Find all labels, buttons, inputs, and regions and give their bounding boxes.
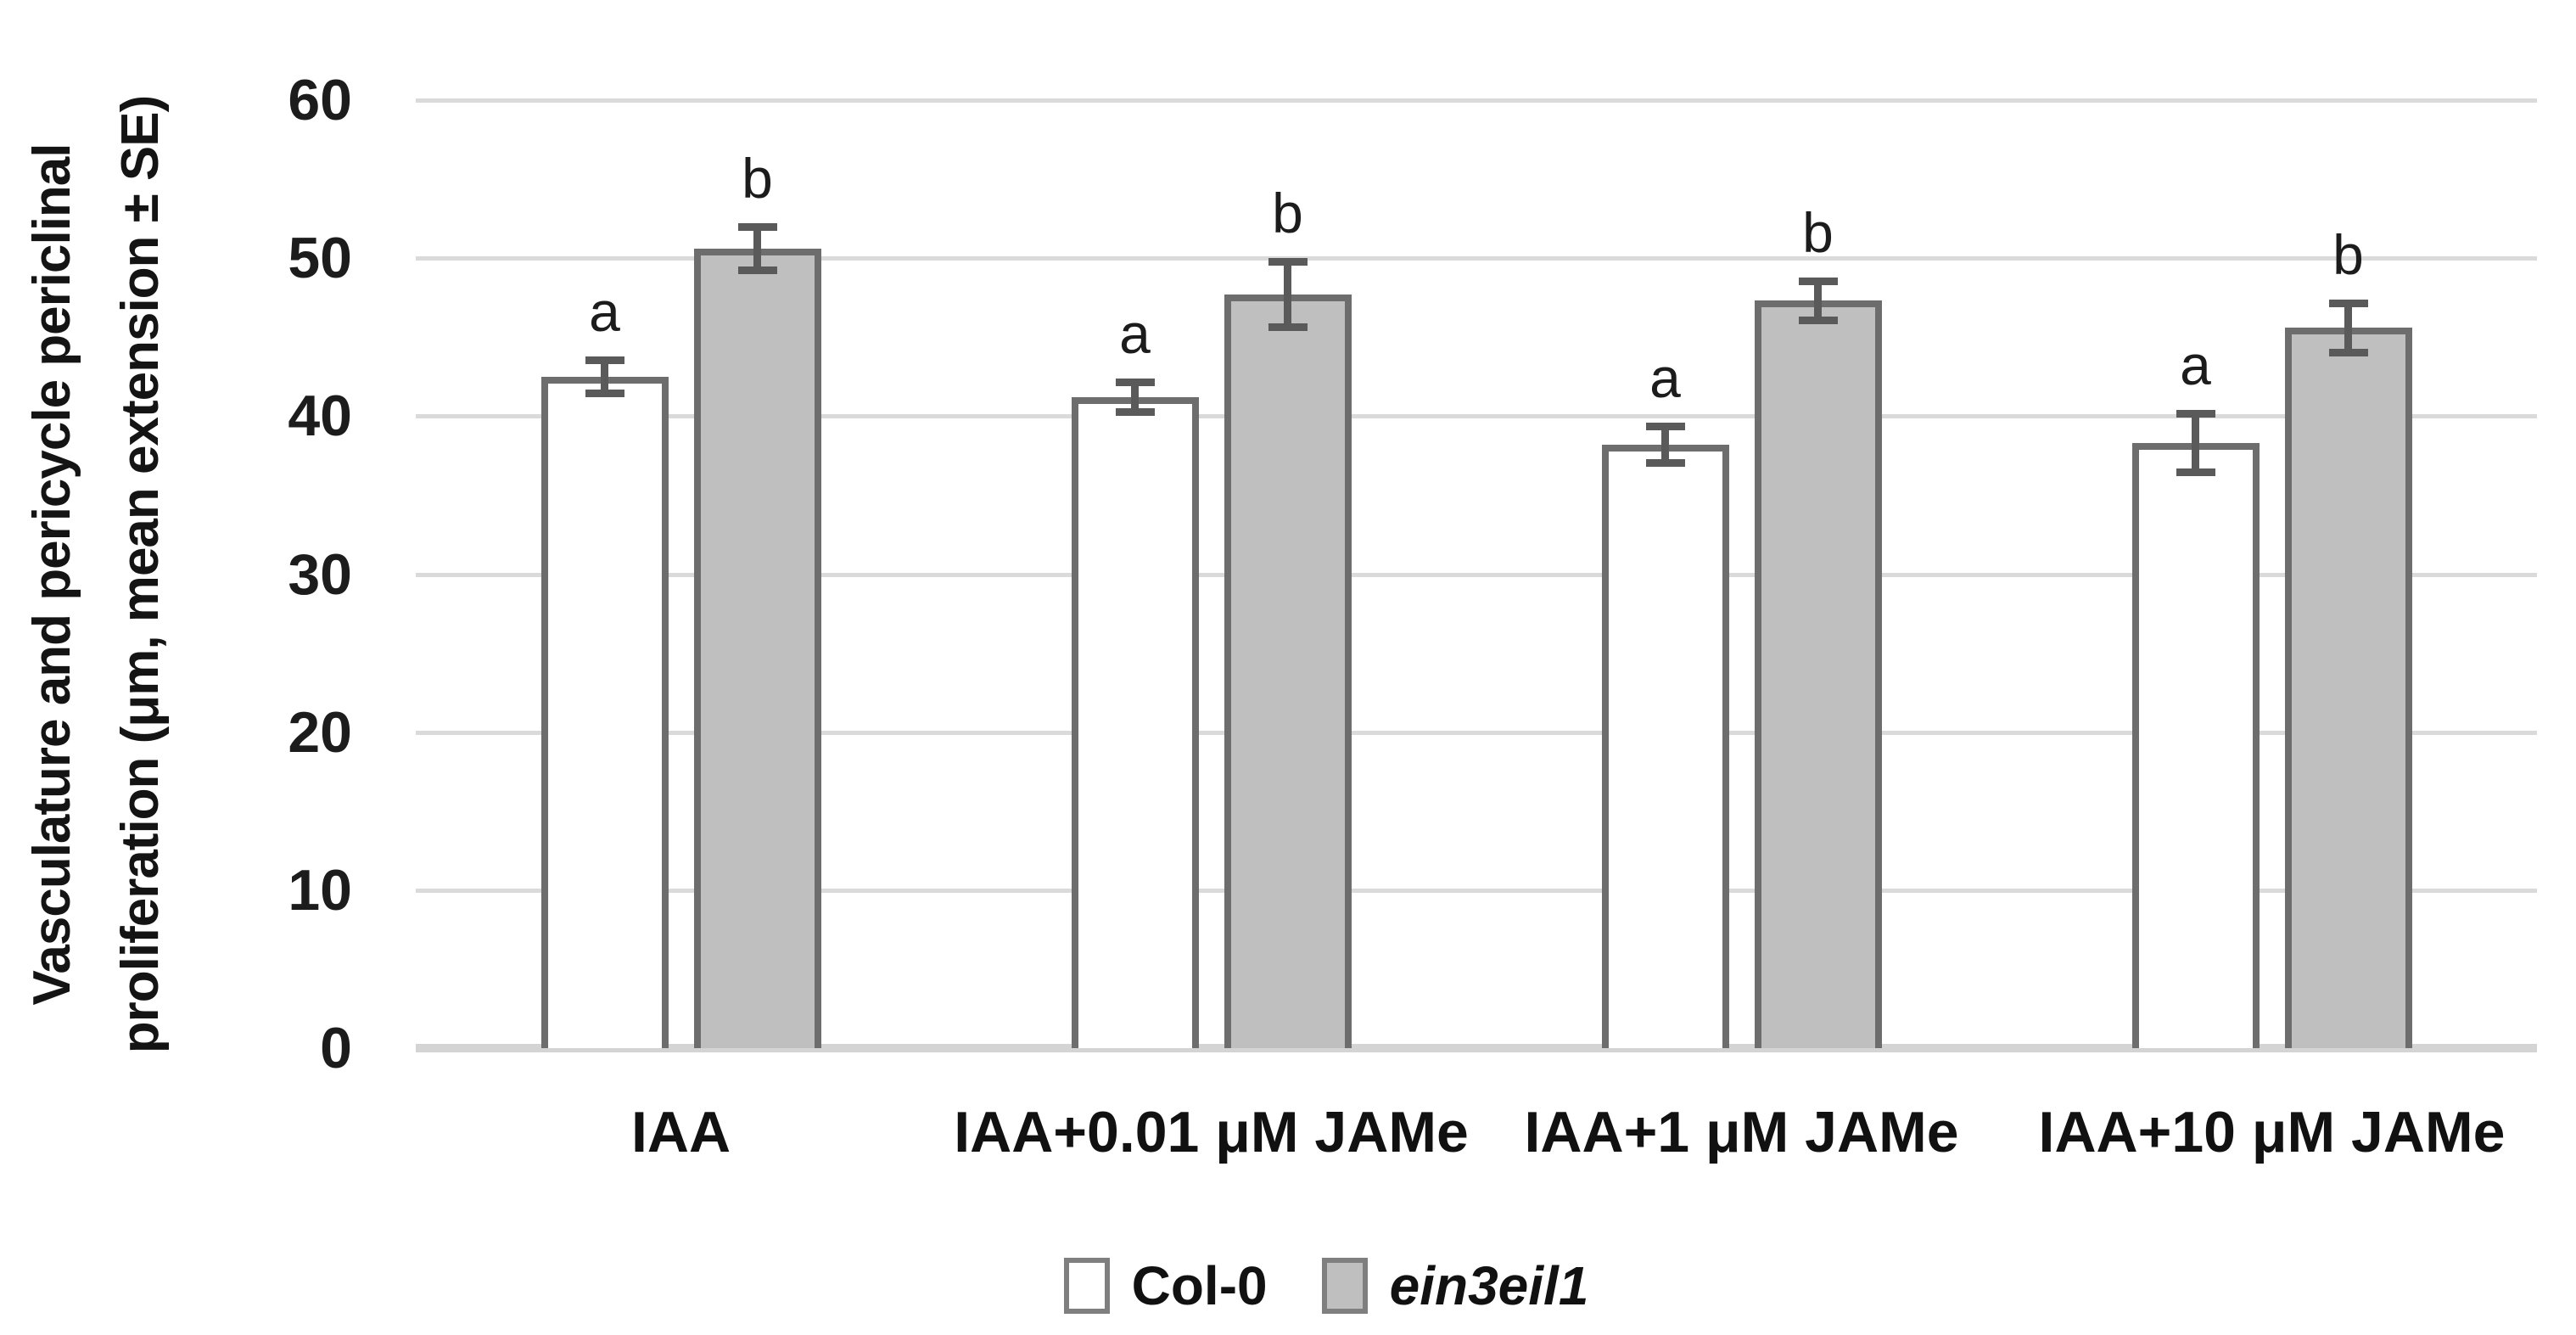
error-bar-cap (585, 356, 624, 364)
x-category-label: IAA+0.01 μM JAMe (954, 1100, 1469, 1164)
significance-letter: b (1802, 200, 1834, 264)
error-bar-cap (1798, 277, 1838, 285)
gridline (416, 888, 2537, 893)
error-bar (1661, 422, 1669, 467)
error-bar-cap (2176, 409, 2215, 418)
error-bar-cap (737, 223, 777, 232)
error-bar (1814, 277, 1822, 325)
error-bar (1131, 378, 1139, 417)
significance-letter: b (1272, 182, 1303, 245)
x-category-label: IAA+1 μM JAMe (1524, 1100, 1959, 1164)
y-tick-label: 60 (288, 68, 352, 132)
x-category-label: IAA (630, 1100, 731, 1164)
x-category-label: IAA+10 μM JAMe (2038, 1100, 2506, 1164)
error-bar-cap (585, 389, 624, 397)
error-bar-cap (1115, 378, 1155, 386)
bar-ein3eil1-2 (1224, 294, 1352, 1048)
bar-ein3eil1-1 (693, 248, 821, 1048)
bar-col0-1 (540, 376, 669, 1048)
bar-col0-2 (1071, 396, 1199, 1048)
legend-item-ein3eil1: ein3eil1 (1321, 1252, 1589, 1320)
error-bar-cap (1645, 458, 1685, 467)
error-bar-cap (1268, 323, 1308, 331)
legend-swatch (1321, 1258, 1368, 1314)
y-tick-label: 40 (288, 384, 352, 449)
legend-label: Col-0 (1131, 1255, 1268, 1316)
significance-letter: b (2332, 222, 2364, 286)
bar-ein3eil1-3 (1754, 300, 1882, 1048)
significance-letter: a (1119, 301, 1151, 365)
error-bar (1284, 258, 1291, 331)
y-tick-label: 30 (288, 541, 352, 607)
error-bar-cap (1798, 317, 1838, 325)
y-tick-label: 0 (320, 1016, 352, 1080)
error-bar (753, 223, 761, 274)
gridline (416, 414, 2537, 419)
x-axis-line (416, 1044, 2537, 1052)
gridline (416, 256, 2537, 261)
y-tick-label: 20 (288, 699, 352, 765)
legend-item-col0: Col-0 (1063, 1252, 1268, 1320)
significance-letter: a (2180, 333, 2211, 396)
gridline (416, 572, 2537, 577)
error-bar-cap (2328, 348, 2368, 356)
gridline (416, 730, 2537, 735)
error-bar-cap (1115, 408, 1155, 417)
legend-swatch (1063, 1258, 1110, 1314)
significance-letter: a (1649, 345, 1681, 409)
y-tick-label: 10 (288, 857, 352, 923)
legend: Col-0 ein3eil1 (38, 1249, 2576, 1322)
significance-letter: a (589, 279, 620, 343)
error-bar-cap (737, 266, 777, 274)
error-bar-cap (2328, 299, 2368, 307)
error-bar-cap (1268, 258, 1308, 266)
bar-col0-3 (1601, 444, 1729, 1048)
error-bar (2192, 409, 2199, 477)
bar-ein3eil1-4 (2284, 328, 2412, 1048)
legend-label: ein3eil1 (1389, 1255, 1589, 1316)
error-bar (601, 356, 608, 397)
error-bar-cap (2176, 468, 2215, 477)
y-tick-label: 50 (288, 226, 352, 291)
bar-col0-4 (2131, 442, 2260, 1048)
error-bar (2344, 299, 2352, 356)
gridline (416, 98, 2537, 103)
error-bar-cap (1645, 422, 1685, 430)
significance-letter: b (742, 147, 773, 210)
